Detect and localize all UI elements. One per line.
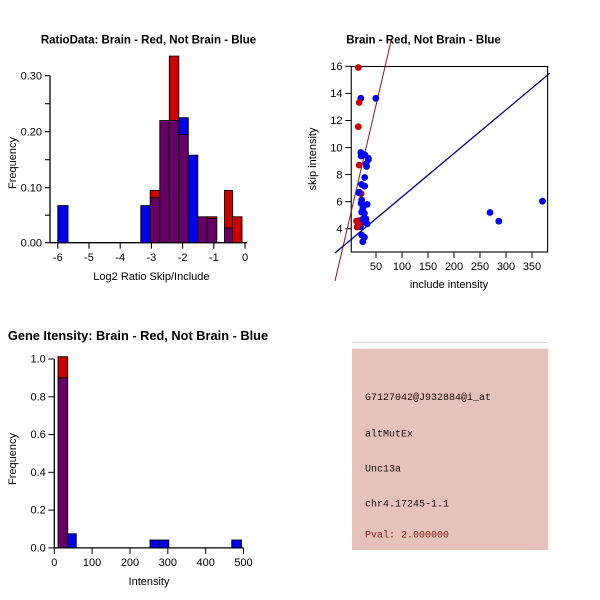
svg-text:8: 8: [336, 169, 342, 181]
svg-text:0.4: 0.4: [31, 467, 46, 479]
svg-text:-3: -3: [147, 252, 157, 264]
svg-text:Log2 Ratio Skip/Include: Log2 Ratio Skip/Include: [93, 271, 209, 283]
svg-text:Frequency: Frequency: [7, 137, 19, 189]
svg-text:500: 500: [234, 557, 252, 569]
svg-text:Unc13a: Unc13a: [365, 465, 401, 476]
svg-text:-1: -1: [209, 252, 219, 264]
svg-text:Pval: 2.000000: Pval: 2.000000: [365, 530, 449, 542]
svg-text:14: 14: [330, 88, 342, 100]
svg-text:4: 4: [336, 224, 342, 236]
svg-text:200: 200: [445, 261, 463, 273]
svg-text:0.8: 0.8: [31, 391, 46, 403]
svg-text:0: 0: [51, 557, 57, 569]
svg-text:0: 0: [242, 252, 248, 264]
svg-text:50: 50: [370, 261, 382, 273]
svg-text:0.20: 0.20: [21, 127, 42, 139]
svg-text:-4: -4: [115, 252, 125, 264]
svg-text:100: 100: [83, 557, 101, 569]
svg-text:300: 300: [497, 261, 515, 273]
svg-text:Intensity: Intensity: [129, 576, 170, 588]
svg-text:6: 6: [336, 196, 342, 208]
svg-text:-5: -5: [84, 252, 94, 264]
svg-text:G7127042@J932884@i_at: G7127042@J932884@i_at: [365, 392, 491, 404]
svg-text:skip intensity: skip intensity: [307, 127, 319, 190]
svg-text:Gene Itensity: Brain - Red, No: Gene Itensity: Brain - Red, Not Brain - …: [8, 328, 268, 343]
svg-text:100: 100: [393, 261, 411, 273]
svg-text:Brain - Red, Not Brain - Blue: Brain - Red, Not Brain - Blue: [346, 35, 501, 47]
svg-text:400: 400: [197, 557, 215, 569]
svg-text:0.30: 0.30: [21, 71, 42, 83]
svg-text:10: 10: [330, 142, 342, 154]
svg-text:RatioData: Brain - Red, Not Br: RatioData: Brain - Red, Not Brain - Blue: [41, 35, 256, 47]
svg-text:12: 12: [330, 115, 342, 127]
svg-text:0.00: 0.00: [21, 238, 42, 250]
svg-text:0.0: 0.0: [31, 543, 46, 555]
svg-text:-2: -2: [178, 252, 188, 264]
svg-text:350: 350: [523, 261, 541, 273]
svg-text:150: 150: [419, 261, 437, 273]
svg-text:chr4.17245-1.1: chr4.17245-1.1: [365, 498, 449, 510]
svg-text:include intensity: include intensity: [410, 279, 489, 291]
svg-text:1.0: 1.0: [31, 354, 46, 366]
svg-text:300: 300: [159, 557, 177, 569]
svg-text:200: 200: [121, 557, 139, 569]
svg-text:0.6: 0.6: [31, 429, 46, 441]
svg-text:-6: -6: [53, 252, 63, 264]
svg-text:16: 16: [330, 61, 342, 73]
svg-text:250: 250: [471, 261, 489, 273]
svg-text:0.2: 0.2: [31, 505, 46, 517]
svg-text:Frequency: Frequency: [7, 433, 19, 485]
svg-text:altMutEx: altMutEx: [365, 429, 413, 441]
svg-text:0.10: 0.10: [21, 183, 42, 195]
